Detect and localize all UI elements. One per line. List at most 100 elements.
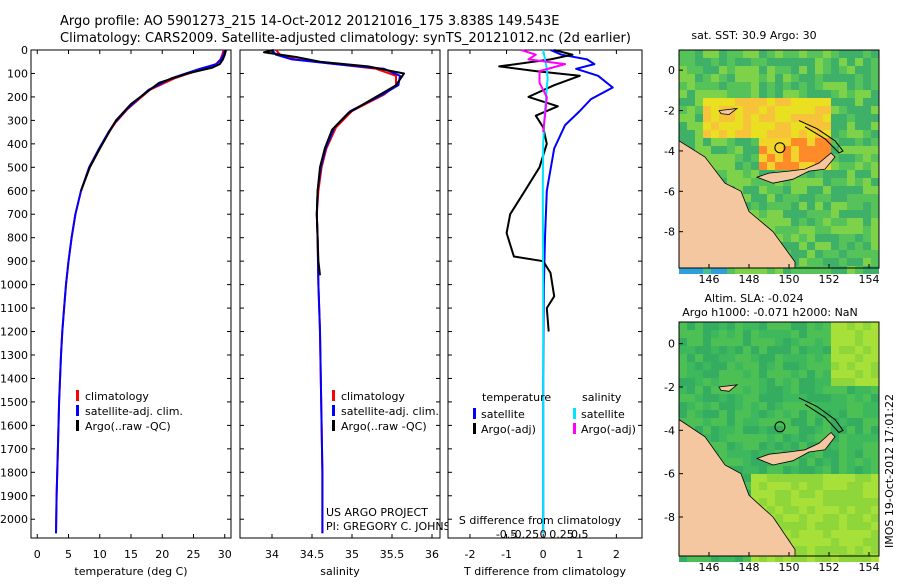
- map-cell: [807, 378, 815, 386]
- map-x-tick-label: 154: [859, 561, 880, 574]
- x-tick-label: 25: [187, 548, 201, 561]
- map-cell: [783, 442, 791, 450]
- map-cell: [727, 554, 735, 562]
- map-cell: [703, 346, 711, 354]
- map-cell: [831, 146, 839, 154]
- map-cell: [799, 442, 807, 450]
- map-cell: [679, 266, 687, 274]
- map-cell: [847, 154, 855, 162]
- map-cell: [807, 474, 815, 482]
- map-cell: [815, 98, 823, 106]
- map-cell: [711, 138, 719, 146]
- map-cell: [751, 162, 759, 170]
- map-cell: [735, 434, 743, 442]
- map-cell: [759, 218, 767, 226]
- map-cell: [815, 482, 823, 490]
- map-cell: [727, 418, 735, 426]
- map-cell: [831, 322, 839, 330]
- map-cell: [759, 338, 767, 346]
- map-cell: [863, 322, 871, 330]
- map-cell: [823, 386, 831, 394]
- map-cell: [791, 346, 799, 354]
- map-cell: [799, 210, 807, 218]
- map-cell: [783, 362, 791, 370]
- sla-map-ticks: 146 148 150 152 154 0 -2 -4 -6 -8: [664, 338, 879, 574]
- map-cell: [799, 90, 807, 98]
- map-cell: [799, 482, 807, 490]
- map-cell: [727, 170, 735, 178]
- difference-panel: -2 -1 0 1 2 T difference from climatology -0.5…: [447, 49, 643, 578]
- map-cell: [711, 394, 719, 402]
- map-cell: [815, 50, 823, 58]
- map-cell: [847, 178, 855, 186]
- map-cell: [807, 194, 815, 202]
- map-cell: [815, 514, 823, 522]
- map-cell: [695, 138, 703, 146]
- map-cell: [847, 442, 855, 450]
- map-cell: [863, 482, 871, 490]
- map-cell: [783, 474, 791, 482]
- map-cell: [855, 490, 863, 498]
- map-cell: [799, 346, 807, 354]
- map-cell: [767, 394, 775, 402]
- map-cell: [711, 426, 719, 434]
- map-cell: [711, 354, 719, 362]
- map-cell: [823, 354, 831, 362]
- map-cell: [839, 50, 847, 58]
- map-cell: [695, 66, 703, 74]
- map-cell: [695, 74, 703, 82]
- map-cell: [847, 146, 855, 154]
- map-cell: [815, 474, 823, 482]
- map-cell: [695, 130, 703, 138]
- map-cell: [679, 346, 687, 354]
- map-cell: [783, 490, 791, 498]
- map-cell: [831, 210, 839, 218]
- map-cell: [783, 530, 791, 538]
- map-cell: [815, 450, 823, 458]
- legend-label: climatology: [341, 390, 405, 403]
- map-cell: [767, 330, 775, 338]
- map-cell: [743, 74, 751, 82]
- map-cell: [759, 66, 767, 74]
- map-cell: [791, 490, 799, 498]
- map-cell: [735, 122, 743, 130]
- map-cell: [855, 474, 863, 482]
- sst-map-image: [678, 50, 879, 274]
- map-cell: [783, 154, 791, 162]
- legend-swatch: [573, 408, 576, 419]
- map-cell: [687, 98, 695, 106]
- map-cell: [751, 74, 759, 82]
- map-cell: [823, 178, 831, 186]
- map-cell: [863, 346, 871, 354]
- map-cell: [847, 354, 855, 362]
- map-cell: [871, 234, 879, 242]
- map-cell: [815, 506, 823, 514]
- map-cell: [839, 218, 847, 226]
- map-cell: [871, 458, 879, 466]
- map-cell: [711, 554, 719, 562]
- map-cell: [831, 354, 839, 362]
- map-cell: [839, 442, 847, 450]
- sla-map-title-line2: Argo h1000: -0.071 h2000: NaN: [682, 306, 858, 319]
- map-cell: [831, 426, 839, 434]
- map-cell: [719, 58, 727, 66]
- map-cell: [823, 194, 831, 202]
- map-cell: [791, 330, 799, 338]
- map-cell: [807, 346, 815, 354]
- x-tick-label: 36: [425, 548, 439, 561]
- map-cell: [855, 498, 863, 506]
- map-cell: [799, 258, 807, 266]
- map-cell: [703, 322, 711, 330]
- map-cell: [815, 394, 823, 402]
- map-cell: [807, 554, 815, 562]
- map-cell: [767, 362, 775, 370]
- map-cell: [687, 122, 695, 130]
- map-cell: [727, 362, 735, 370]
- map-cell: [719, 98, 727, 106]
- map-cell: [823, 106, 831, 114]
- map-cell: [767, 58, 775, 66]
- map-cell: [687, 82, 695, 90]
- map-cell: [871, 98, 879, 106]
- map-cell: [791, 482, 799, 490]
- map-cell: [687, 74, 695, 82]
